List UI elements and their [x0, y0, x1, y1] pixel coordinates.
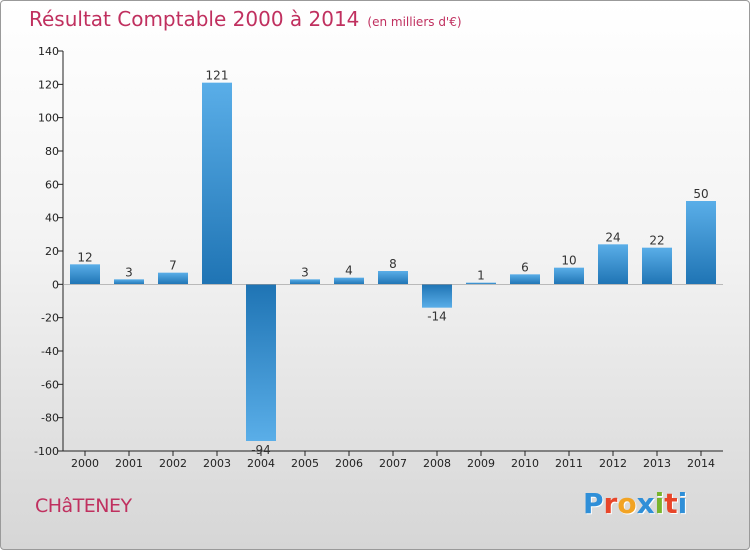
brand-letter: o: [617, 487, 637, 520]
bar-2004: [246, 284, 276, 441]
y-tick-label: -60: [41, 378, 59, 391]
chart-subtitle: (en milliers d'€): [367, 15, 462, 29]
x-tick-label: 2012: [599, 457, 627, 470]
chart-title: Résultat Comptable 2000 à 2014 (en millie…: [29, 7, 462, 31]
data-label-2000: 12: [77, 250, 92, 264]
y-tick-label: -40: [41, 345, 59, 358]
bar-2000: [70, 264, 100, 285]
data-label-2004: -94: [251, 443, 271, 457]
y-tick-label: -20: [41, 312, 59, 325]
bar-2008: [422, 284, 452, 308]
x-tick-label: 2014: [687, 457, 715, 470]
data-label-2014: 50: [693, 187, 708, 201]
chart-title-text: Résultat Comptable 2000 à 2014: [29, 7, 360, 31]
data-label-2013: 22: [649, 234, 664, 248]
y-tick-label: 80: [45, 145, 59, 158]
x-tick-label: 2006: [335, 457, 363, 470]
data-label-2001: 3: [125, 265, 133, 279]
y-tick-label: 140: [38, 45, 59, 58]
brand-letter: x: [636, 487, 655, 520]
y-tick-label: -80: [41, 412, 59, 425]
data-labels-group: 12 3 7 121 -94 3 4 8 -14 1 6 10 24 22 50: [77, 69, 708, 457]
data-label-2007: 8: [389, 257, 397, 271]
bar-2009: [466, 282, 496, 285]
x-tick-label: 2010: [511, 457, 539, 470]
bar-2010: [510, 274, 540, 285]
brand-letter: i: [677, 487, 688, 520]
brand-letter: P: [583, 487, 604, 520]
axes-group: -100 -80 -60 -40 -20 0 20 40 60 80 100 120 140 2000 20…: [34, 45, 723, 470]
x-tick-label: 2009: [467, 457, 495, 470]
y-tick-label: 60: [45, 178, 59, 191]
x-tick-label: 2008: [423, 457, 451, 470]
data-label-2012: 24: [605, 230, 620, 244]
bar-2013: [642, 247, 672, 285]
bar-2014: [686, 201, 716, 285]
x-tick-label: 2013: [643, 457, 671, 470]
data-label-2011: 10: [561, 254, 576, 268]
y-tick-label: 120: [38, 78, 59, 91]
town-name: CHâTENEY: [35, 495, 132, 517]
x-tick-label: 2002: [159, 457, 187, 470]
brand-letter: t: [664, 487, 678, 520]
bars-group: [70, 82, 716, 441]
x-tick-label: 2003: [203, 457, 231, 470]
data-label-2003: 121: [206, 69, 229, 83]
y-tick-label: -100: [34, 445, 59, 458]
x-tick-label: 2000: [71, 457, 99, 470]
y-tick-label: 40: [45, 212, 59, 225]
y-tick-label: 0: [52, 278, 59, 291]
y-tick-label: 20: [45, 245, 59, 258]
bar-2005: [290, 279, 320, 285]
data-label-2005: 3: [301, 265, 309, 279]
bar-2011: [554, 267, 584, 285]
bar-2003: [202, 82, 232, 285]
x-tick-label: 2004: [247, 457, 275, 470]
bar-2007: [378, 271, 408, 285]
data-label-2008: -14: [427, 310, 447, 324]
brand-logo: Proxiti: [583, 487, 687, 520]
brand-letter: r: [603, 487, 618, 520]
data-label-2002: 7: [169, 259, 177, 273]
bar-2012: [598, 244, 628, 285]
data-label-2009: 1: [477, 269, 485, 283]
data-label-2006: 4: [345, 264, 353, 278]
brand-letter: i: [654, 487, 665, 520]
bar-2002: [158, 272, 188, 285]
y-tick-label: 100: [38, 112, 59, 125]
x-tick-label: 2001: [115, 457, 143, 470]
x-tick-label: 2011: [555, 457, 583, 470]
data-label-2010: 6: [521, 260, 529, 274]
x-tick-label: 2007: [379, 457, 407, 470]
x-tick-label: 2005: [291, 457, 319, 470]
bar-2006: [334, 277, 364, 285]
bar-2001: [114, 279, 144, 285]
